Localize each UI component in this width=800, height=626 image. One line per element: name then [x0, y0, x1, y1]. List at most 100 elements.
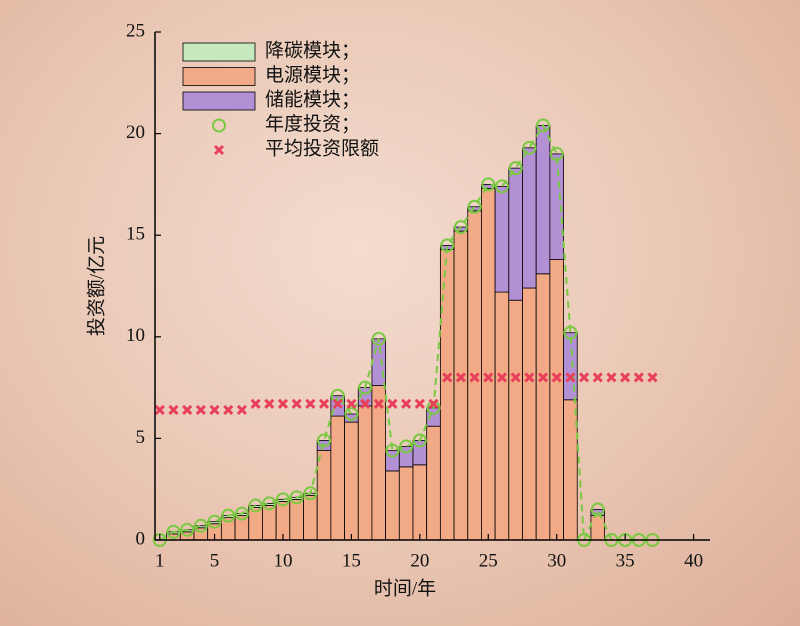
data-point: [536, 118, 551, 133]
data-point: [455, 372, 466, 383]
data-point: [633, 372, 644, 383]
data-point: [510, 372, 521, 383]
data-point: [291, 398, 302, 409]
bar-segment: [426, 425, 441, 541]
data-point: [412, 433, 427, 448]
bar-segment: [262, 505, 277, 541]
data-point: [467, 199, 482, 214]
bar-segment: [371, 338, 387, 386]
data-point: [305, 398, 316, 409]
data-point: [330, 388, 345, 403]
data-point: [551, 372, 562, 383]
bar-segment: [344, 421, 359, 541]
data-point: [537, 372, 549, 383]
bar-segment: [535, 125, 551, 275]
data-point: [428, 398, 439, 409]
x-tick-label: 20: [410, 550, 429, 571]
legend-label: 电源模块；: [265, 64, 360, 86]
data-point: [223, 404, 234, 416]
bar-segment: [439, 249, 455, 541]
data-point: [154, 404, 165, 416]
legend-label: 年度投资；: [265, 113, 360, 135]
bar-segment: [453, 230, 469, 541]
data-point: [522, 140, 537, 155]
data-point: [442, 372, 453, 383]
data-point: [193, 518, 208, 533]
bar-segment: [549, 153, 564, 260]
bar-segment: [481, 188, 496, 541]
legend: 降碳模块； 电源模块；储能模块； 年度投资；平均投资限额: [182, 39, 379, 159]
data-point: [579, 372, 590, 383]
data-point: [647, 372, 658, 383]
bar-segment: [289, 498, 304, 541]
data-point: [277, 398, 289, 409]
y-tick-label: 15: [126, 224, 145, 245]
data-point: [387, 398, 398, 409]
data-point: [360, 398, 371, 409]
data-point: [346, 398, 357, 409]
data-point: [371, 331, 386, 346]
data-point: [483, 372, 494, 383]
data-point: [606, 372, 617, 383]
data-point: [250, 398, 261, 409]
data-point: [620, 372, 631, 383]
trend-line: [159, 123, 653, 541]
bar-segment: [522, 147, 537, 289]
bar-segment: [398, 466, 414, 541]
data-point: [440, 238, 455, 253]
legend-label: 降碳模块；: [265, 39, 360, 61]
data-point: [344, 407, 359, 422]
bar-segment: [508, 299, 523, 541]
bar-segment: [563, 399, 578, 541]
bar-segment: [412, 464, 428, 541]
data-point: [318, 398, 330, 409]
bar-segment: [494, 186, 510, 293]
data-point: [592, 372, 603, 383]
bar-segment: [563, 332, 578, 401]
data-point: [317, 433, 332, 448]
data-point: [236, 404, 247, 416]
data-point: [494, 179, 509, 194]
y-axis-label: 投资额/亿元: [85, 236, 107, 336]
x-axis-label: 时间/年: [374, 577, 436, 599]
data-point: [248, 498, 263, 513]
data-point: [180, 522, 195, 537]
x-tick-label: 1: [155, 550, 165, 571]
data-point: [385, 443, 400, 458]
bar-segment: [549, 259, 564, 541]
data-point: [166, 524, 181, 539]
data-point: [565, 372, 576, 383]
y-tick-label: 25: [126, 20, 145, 41]
bar-segment: [535, 273, 551, 541]
y-tick-label: 20: [126, 122, 145, 143]
data-point: [373, 398, 384, 409]
legend-label: 平均投资限额: [265, 137, 379, 159]
bar-segment: [330, 415, 345, 541]
legend-label: 储能模块；: [265, 88, 360, 110]
data-point: [262, 496, 277, 511]
bar-segment: [371, 385, 387, 541]
data-point: [358, 380, 373, 395]
data-point: [508, 161, 523, 176]
legend-swatch: [182, 91, 256, 111]
data-point: [221, 508, 236, 523]
bar-segment: [494, 291, 510, 541]
x-tick-label: 30: [547, 550, 566, 571]
x-tick-label: 15: [342, 550, 361, 571]
x-tick-label: 10: [273, 550, 292, 571]
data-point: [303, 486, 318, 501]
data-point: [399, 439, 414, 454]
data-point: [453, 220, 468, 235]
bar-segment: [508, 167, 523, 301]
bar-segment: [522, 287, 537, 541]
bar-segment: [385, 470, 400, 541]
y-tick-label: 0: [136, 528, 146, 549]
bar-segment: [303, 494, 318, 541]
data-point: [590, 502, 605, 517]
data-point: [563, 325, 578, 340]
x-tick-label: 5: [210, 550, 220, 571]
legend-swatch: [213, 144, 225, 156]
data-point: [264, 398, 275, 409]
data-point: [195, 404, 206, 416]
